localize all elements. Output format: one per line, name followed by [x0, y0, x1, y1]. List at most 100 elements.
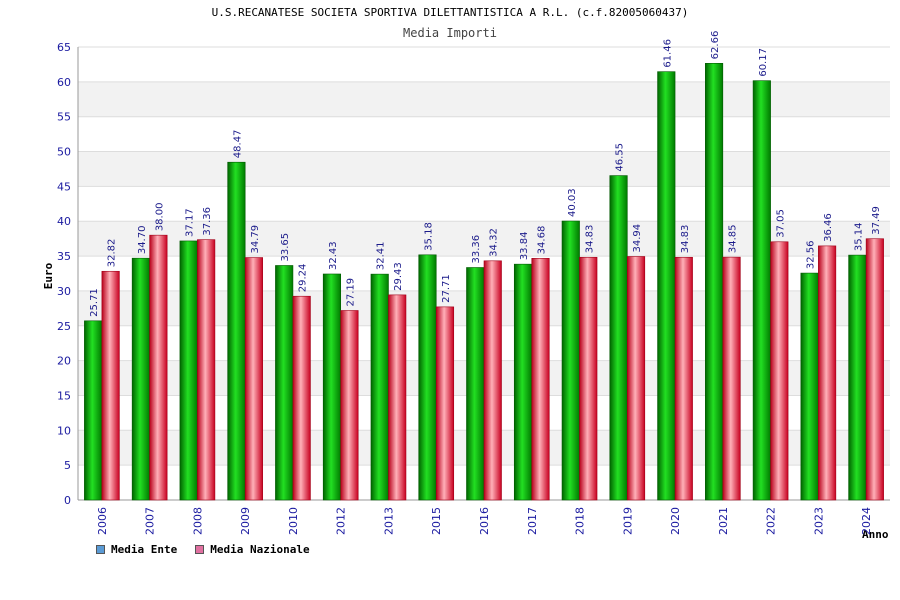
x-tick-label: 2006 — [96, 507, 109, 535]
x-tick-label: 2013 — [382, 507, 395, 535]
data-label: 25.71 — [89, 288, 100, 317]
legend-label-media-nazionale: Media Nazionale — [210, 543, 310, 556]
data-label: 35.18 — [423, 222, 434, 251]
bar-media-ente — [800, 272, 819, 501]
bar-media-nazionale — [579, 256, 598, 501]
bar-media-nazionale — [483, 260, 502, 501]
y-tick-label: 40 — [57, 215, 71, 228]
data-label: 32.41 — [376, 241, 387, 270]
data-label: 34.94 — [632, 224, 643, 253]
x-tick-label: 2015 — [430, 507, 443, 535]
bar-media-ente — [370, 273, 389, 501]
data-label: 27.19 — [345, 278, 356, 307]
data-label: 29.24 — [298, 264, 309, 293]
data-label: 32.82 — [107, 239, 118, 268]
y-tick-label: 50 — [57, 146, 71, 159]
chart-subtitle: Media Importi — [403, 26, 497, 40]
data-label: 34.83 — [680, 225, 691, 254]
bar-media-nazionale — [101, 270, 120, 501]
bar-media-ente — [848, 254, 867, 501]
y-tick-label: 35 — [57, 250, 71, 263]
legend-swatch-media-nazionale — [195, 545, 205, 554]
bar-media-nazionale — [865, 238, 884, 501]
x-tick-label: 2019 — [621, 507, 634, 535]
bar-media-ente — [466, 267, 485, 501]
x-tick-label: 2024 — [860, 507, 873, 535]
y-tick-label: 65 — [57, 41, 71, 54]
data-label: 37.49 — [871, 206, 882, 235]
bar-media-ente — [131, 257, 150, 501]
bar-media-nazionale — [340, 310, 359, 501]
x-tick-label: 2017 — [526, 507, 539, 535]
data-label: 34.68 — [537, 226, 548, 255]
data-label: 37.05 — [775, 209, 786, 238]
legend-item-media-nazionale: Media Nazionale — [195, 543, 310, 556]
y-axis-label: Euro — [42, 262, 55, 289]
y-tick-label: 30 — [57, 285, 71, 298]
data-label: 37.17 — [185, 208, 196, 237]
bar-media-nazionale — [818, 245, 837, 501]
data-label: 60.17 — [758, 48, 769, 77]
bar-media-nazionale — [531, 258, 550, 501]
bar-media-ente — [227, 161, 246, 501]
x-tick-label: 2021 — [717, 507, 730, 535]
x-tick-label: 2008 — [191, 507, 204, 535]
bar-media-nazionale — [674, 256, 693, 501]
data-label: 32.56 — [806, 240, 817, 269]
data-label: 34.85 — [728, 224, 739, 253]
data-label: 33.65 — [280, 233, 291, 262]
y-tick-label: 15 — [57, 389, 71, 402]
x-tick-label: 2010 — [287, 507, 300, 535]
y-tick-label: 10 — [57, 424, 71, 437]
legend-label-media-ente: Media Ente — [111, 543, 178, 556]
x-tick-label: 2022 — [765, 507, 778, 535]
data-label: 32.43 — [328, 241, 339, 270]
data-label: 61.46 — [662, 39, 673, 68]
x-tick-label: 2009 — [239, 507, 252, 535]
legend: Media Ente Media Nazionale — [96, 543, 310, 556]
bar-media-nazionale — [722, 256, 741, 501]
data-label: 34.32 — [489, 228, 500, 257]
y-tick-label: 0 — [64, 494, 71, 507]
y-tick-label: 5 — [64, 459, 71, 472]
bar-media-nazionale — [770, 241, 789, 501]
bar-media-ente — [179, 240, 198, 501]
x-tick-label: 2023 — [812, 507, 825, 535]
data-label: 40.03 — [567, 188, 578, 217]
data-label: 34.70 — [137, 226, 148, 255]
data-label: 62.66 — [710, 31, 721, 60]
chart-title: U.S.RECANATESE SOCIETA SPORTIVA DILETTAN… — [212, 6, 689, 19]
legend-swatch-media-ente — [96, 545, 105, 554]
bar-media-nazionale — [197, 239, 216, 501]
data-label: 27.71 — [441, 274, 452, 303]
data-label: 38.00 — [154, 203, 165, 232]
x-axis-label: Anno — [862, 528, 889, 541]
data-label: 35.14 — [853, 222, 864, 251]
bar-media-nazionale — [149, 234, 168, 501]
x-tick-label: 2018 — [574, 507, 587, 535]
bar-media-nazionale — [292, 295, 311, 501]
bar-media-nazionale — [435, 306, 455, 501]
bar-media-ente — [752, 80, 771, 501]
data-label: 33.84 — [519, 232, 530, 261]
bar-media-ente — [322, 273, 342, 501]
bar-media-ente — [609, 175, 628, 501]
x-tick-label: 2007 — [144, 507, 157, 535]
y-tick-label: 25 — [57, 320, 71, 333]
x-tick-label: 2012 — [335, 507, 348, 535]
legend-item-media-ente: Media Ente — [96, 543, 177, 556]
bar-media-ente — [84, 320, 103, 501]
bar-media-ente — [275, 265, 294, 501]
bar-media-nazionale — [626, 256, 646, 501]
data-label: 46.55 — [615, 143, 626, 172]
data-label: 36.46 — [823, 213, 834, 242]
data-label: 37.36 — [202, 207, 213, 236]
bar-media-nazionale — [388, 294, 407, 501]
y-tick-label: 60 — [57, 76, 71, 89]
data-label: 34.79 — [250, 225, 261, 254]
data-label: 34.83 — [584, 225, 595, 254]
bar-media-ente — [418, 254, 437, 501]
x-tick-label: 2020 — [669, 507, 682, 535]
data-label: 29.43 — [393, 262, 404, 291]
